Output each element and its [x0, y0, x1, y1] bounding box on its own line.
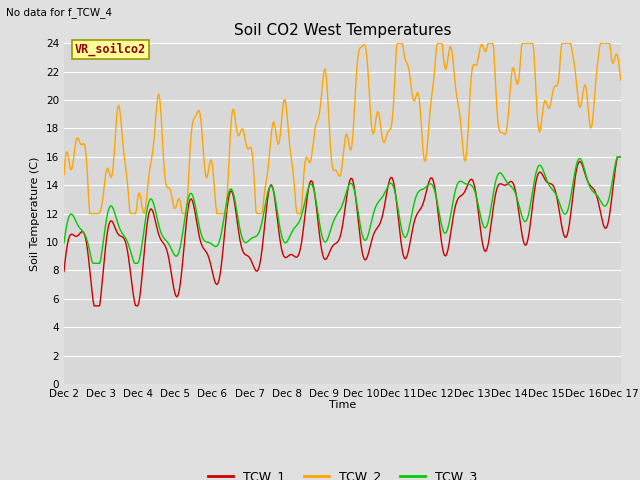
TCW_2 [393, 42, 401, 48]
X-axis label: Time: Time [329, 400, 356, 410]
TCW_1 [617, 154, 625, 160]
TCW_3 [362, 237, 370, 242]
TCW_2 [606, 40, 614, 46]
TCW_1 [518, 228, 525, 234]
TCW_3 [329, 220, 337, 226]
Line: TCW_1: TCW_1 [64, 157, 621, 306]
TCW_1 [605, 218, 612, 224]
Y-axis label: Soil Temperature (C): Soil Temperature (C) [30, 156, 40, 271]
TCW_3 [518, 212, 525, 217]
TCW_3 [60, 240, 68, 246]
TCW_1 [326, 249, 333, 255]
TCW_2 [60, 172, 68, 178]
TCW_2 [617, 77, 625, 83]
TCW_3 [605, 197, 612, 203]
TCW_2 [86, 211, 93, 216]
TCW_1 [60, 269, 68, 275]
Line: TCW_3: TCW_3 [64, 157, 621, 264]
TCW_3 [614, 154, 621, 160]
Text: No data for f_TCW_4: No data for f_TCW_4 [6, 7, 113, 18]
TCW_2 [329, 166, 337, 172]
Title: Soil CO2 West Temperatures: Soil CO2 West Temperatures [234, 23, 451, 38]
TCW_2 [326, 130, 333, 135]
TCW_3 [393, 197, 401, 203]
TCW_3 [617, 154, 625, 160]
TCW_1 [393, 199, 401, 204]
TCW_2 [519, 40, 527, 46]
TCW_1 [362, 256, 370, 262]
TCW_1 [90, 303, 98, 309]
TCW_3 [89, 261, 97, 266]
Legend: TCW_1, TCW_2, TCW_3: TCW_1, TCW_2, TCW_3 [203, 465, 482, 480]
TCW_1 [614, 154, 621, 160]
TCW_2 [394, 40, 401, 46]
Line: TCW_2: TCW_2 [64, 43, 621, 214]
TCW_1 [329, 243, 337, 249]
TCW_3 [326, 230, 333, 236]
Text: VR_soilco2: VR_soilco2 [75, 43, 147, 57]
TCW_2 [362, 49, 370, 55]
